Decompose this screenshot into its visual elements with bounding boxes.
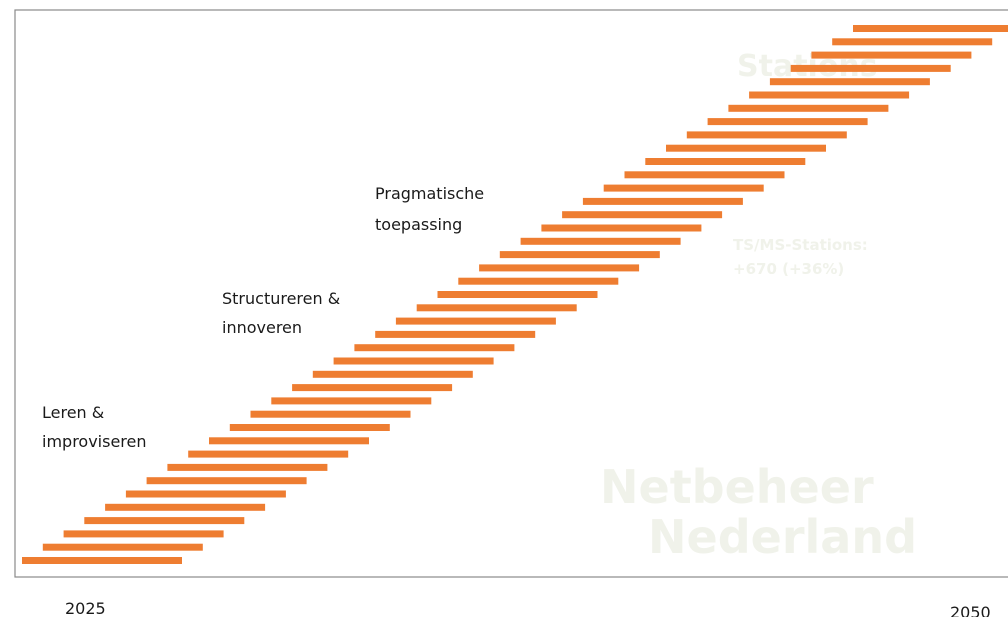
step-bar — [126, 491, 286, 498]
step-bar — [500, 251, 660, 258]
step-bar — [770, 78, 930, 85]
watermark-brand: Netbeheer — [600, 460, 874, 514]
phase-label: Leren & — [42, 403, 104, 422]
step-bar — [791, 65, 951, 72]
step-bar — [230, 424, 390, 431]
step-bar — [645, 158, 805, 165]
step-bar — [313, 371, 473, 378]
step-bar — [687, 131, 847, 138]
step-bar — [562, 211, 722, 218]
step-bar — [375, 331, 535, 338]
step-bar — [666, 145, 826, 152]
step-bar — [604, 185, 764, 192]
step-bar — [583, 198, 743, 205]
step-bar — [749, 92, 909, 99]
watermark: Netbeheer Nederland Stations TS/MS-Stati… — [600, 49, 917, 564]
watermark-stat-value: +670 (+36%) — [733, 260, 844, 278]
step-bar — [832, 38, 992, 45]
step-bar — [251, 411, 411, 418]
step-bar — [43, 544, 203, 551]
step-bar — [22, 557, 182, 564]
phase-label: improviseren — [42, 432, 147, 451]
year-start: 2025 — [65, 599, 106, 617]
step-bar — [84, 517, 244, 524]
watermark-brand: Nederland — [648, 510, 917, 564]
step-bar — [64, 530, 224, 537]
step-bar — [167, 464, 327, 471]
step-bar — [209, 437, 369, 444]
step-bar — [708, 118, 868, 125]
step-bar — [521, 238, 681, 245]
step-bar — [853, 25, 1008, 32]
step-bar — [625, 171, 785, 178]
step-bar — [105, 504, 265, 511]
step-bar — [354, 344, 514, 351]
step-bar — [292, 384, 452, 391]
step-bar — [271, 397, 431, 404]
phase-label: Structureren & — [222, 289, 340, 308]
page: Netbeheer Nederland Stations TS/MS-Stati… — [0, 0, 1008, 617]
phase-label: toepassing — [375, 215, 462, 234]
phase-label: Pragmatische — [375, 184, 484, 203]
step-bar — [147, 477, 307, 484]
step-bar — [728, 105, 888, 112]
step-bar — [417, 304, 577, 311]
watermark-stat-label: TS/MS-Stations: — [733, 236, 868, 254]
step-bar — [438, 291, 598, 298]
step-bar — [458, 278, 618, 285]
step-bar — [541, 225, 701, 232]
step-bar — [334, 358, 494, 365]
step-bar — [396, 318, 556, 325]
diagram: Netbeheer Nederland Stations TS/MS-Stati… — [0, 0, 1008, 617]
phase-label: innoveren — [222, 318, 302, 337]
step-bar — [811, 52, 971, 59]
step-bar — [188, 451, 348, 458]
year-end: 2050 — [950, 603, 991, 617]
step-bar — [479, 264, 639, 271]
